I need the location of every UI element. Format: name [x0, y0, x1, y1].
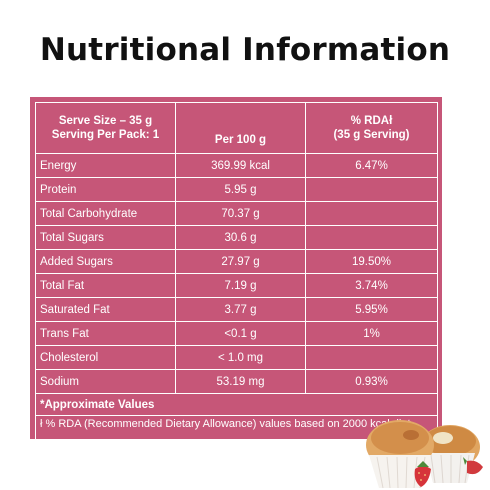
nutrient-per-100g: 70.37 g [175, 201, 306, 226]
nutrient-name: Energy [35, 153, 176, 178]
nutrient-per-100g: 27.97 g [175, 249, 306, 274]
nutrient-rda: 19.50% [305, 249, 438, 274]
nutrient-row: Saturated Fat 3.77 g 5.95% [35, 297, 438, 322]
nutrient-name: Added Sugars [35, 249, 176, 274]
nutrition-table: Serve Size – 35 g Serving Per Pack: 1 Pe… [35, 102, 438, 449]
nutrient-per-100g: <0.1 g [175, 321, 306, 346]
strawberry-illustration [414, 457, 483, 487]
nutrient-rows: Energy 369.99 kcal 6.47% Protein 5.95 g Total… [35, 153, 438, 394]
nutrient-rda [305, 177, 438, 202]
nutrient-row: Total Carbohydrate 70.37 g [35, 201, 438, 226]
nutrient-row: Total Sugars 30.6 g [35, 225, 438, 250]
header-rda-line: % RDAł [350, 115, 393, 127]
nutrient-row: Trans Fat <0.1 g 1% [35, 321, 438, 346]
nutrient-per-100g: 3.77 g [175, 297, 306, 322]
nutrient-rda: 5.95% [305, 297, 438, 322]
nutrient-name: Total Sugars [35, 225, 176, 250]
nutrient-per-100g: 5.95 g [175, 177, 306, 202]
nutrient-per-100g: 53.19 mg [175, 369, 306, 394]
header-rda: % RDAł (35 g Serving) [305, 102, 438, 154]
nutrient-per-100g: 369.99 kcal [175, 153, 306, 178]
nutrient-row: Cholesterol < 1.0 mg [35, 345, 438, 370]
header-rda-serving-line: (35 g Serving) [333, 129, 410, 141]
nutrient-name: Cholesterol [35, 345, 176, 370]
nutrient-name: Total Fat [35, 273, 176, 298]
nutrient-rda: 0.93% [305, 369, 438, 394]
header-servings-line: Serving Per Pack: 1 [51, 129, 160, 141]
nutrient-row: Energy 369.99 kcal 6.47% [35, 153, 438, 178]
muffin-front-illustration [366, 420, 434, 489]
nutrient-per-100g: < 1.0 mg [175, 345, 306, 370]
header-serve-size-line: Serve Size – 35 g [58, 115, 153, 127]
nutrient-name: Sodium [35, 369, 176, 394]
nutrient-name: Total Carbohydrate [35, 201, 176, 226]
nutrient-rda: 6.47% [305, 153, 438, 178]
muffin-back-illustration [420, 425, 480, 484]
nutrient-row: Added Sugars 27.97 g 19.50% [35, 249, 438, 274]
nutrient-name: Saturated Fat [35, 297, 176, 322]
nutrient-row: Protein 5.95 g [35, 177, 438, 202]
nutrient-row: Total Fat 7.19 g 3.74% [35, 273, 438, 298]
nutrient-rda: 1% [305, 321, 438, 346]
nutrient-name: Trans Fat [35, 321, 176, 346]
nutrient-rda: 3.74% [305, 273, 438, 298]
header-serve-size: Serve Size – 35 g Serving Per Pack: 1 [35, 102, 176, 154]
page-title: Nutritional Information [39, 32, 451, 68]
nutrient-rda [305, 345, 438, 370]
nutrient-row: Sodium 53.19 mg 0.93% [35, 369, 438, 394]
header-per-100g: Per 100 g [175, 102, 306, 154]
nutrient-per-100g: 7.19 g [175, 273, 306, 298]
nutrient-per-100g: 30.6 g [175, 225, 306, 250]
muffin-image [366, 420, 483, 489]
nutrient-name: Protein [35, 177, 176, 202]
table-header-row: Serve Size – 35 g Serving Per Pack: 1 Pe… [35, 102, 438, 154]
nutrient-rda [305, 225, 438, 250]
nutrient-rda [305, 201, 438, 226]
